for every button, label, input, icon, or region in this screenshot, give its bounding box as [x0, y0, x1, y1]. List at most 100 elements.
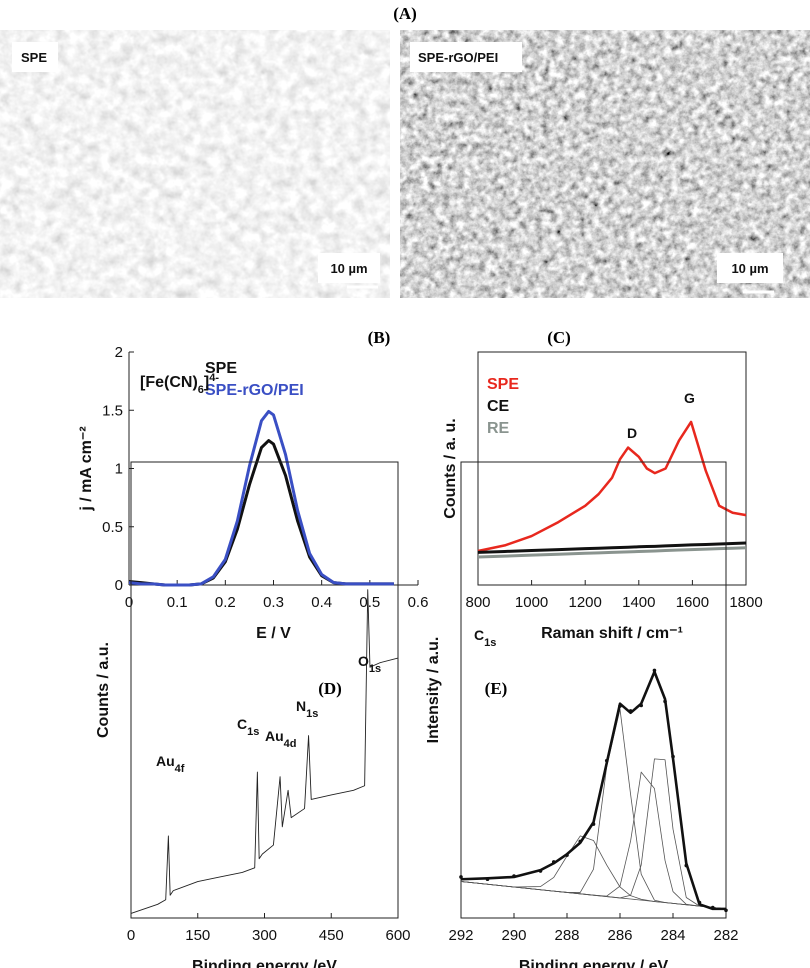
data-line — [477, 546, 747, 559]
peak-label-part: 1s — [306, 708, 318, 720]
label-box — [12, 42, 58, 72]
x-tick-label: 292 — [448, 927, 473, 944]
y-axis-label: Intensity / a.u. — [425, 637, 442, 744]
peak-label: Au4f — [156, 753, 185, 775]
peak-label-part: D — [627, 425, 637, 441]
x-tick-label: 150 — [185, 927, 210, 944]
image-label: SPE — [21, 50, 47, 65]
x-axis-label: Raman shift / cm⁻¹ — [541, 625, 683, 642]
x-tick-label: 286 — [607, 927, 632, 944]
peak-label: Au4d — [265, 728, 297, 750]
x-tick-label: 0.3 — [263, 594, 284, 611]
x-tick-label: 1600 — [676, 594, 709, 611]
label-box — [318, 253, 380, 283]
panel-title: (C) — [547, 328, 571, 347]
annotation: [Fe(CN)6]4- — [140, 372, 219, 396]
peak-label: C1s — [474, 627, 496, 649]
x-tick-label: 800 — [465, 594, 490, 611]
x-tick-label: 1800 — [729, 594, 762, 611]
data-line — [130, 589, 399, 914]
x-tick-label: 300 — [252, 927, 277, 944]
data-point — [538, 869, 543, 873]
legend-entry: RE — [487, 420, 510, 437]
peak-label-part: 4f — [175, 763, 185, 775]
panel-title: (A) — [393, 4, 417, 23]
peak-label-part: 1s — [484, 637, 496, 649]
x-tick-label: 290 — [501, 927, 526, 944]
peak-label: D — [627, 425, 637, 441]
peak-label: G — [684, 390, 695, 406]
data-line — [128, 409, 394, 587]
peak-label-part: Au — [265, 728, 284, 744]
data-point — [591, 822, 596, 826]
y-axis-label: Counts / a. u. — [442, 418, 459, 518]
annotation-part: 6 — [198, 384, 204, 396]
x-tick-label: 0.4 — [311, 594, 332, 611]
y-tick-label: 0 — [115, 577, 123, 594]
y-tick-label: 0.5 — [102, 519, 123, 536]
x-axis-label: Binding energy / eV — [519, 958, 669, 968]
x-tick-label: 0 — [127, 927, 135, 944]
annotation-part: ] — [204, 374, 209, 391]
annotation-part: [Fe(CN) — [140, 374, 198, 391]
peak-label-part: C — [237, 716, 247, 732]
plot-frame — [460, 461, 727, 919]
data-point — [459, 875, 463, 879]
peak-label-part: O — [358, 653, 369, 669]
data-point — [684, 863, 689, 868]
x-tick-label: 0.1 — [167, 594, 188, 611]
legend-entry: CE — [487, 398, 510, 415]
peak-label-part: Au — [156, 753, 175, 769]
x-tick-label: 0 — [125, 594, 133, 611]
data-point — [578, 839, 583, 844]
legend-entry: SPE — [487, 376, 519, 393]
peak-label-part: 4d — [284, 738, 297, 750]
label-box — [717, 253, 783, 283]
x-tick-label: 1400 — [622, 594, 655, 611]
peak-label-part: N — [296, 698, 306, 714]
data-line — [460, 758, 727, 910]
panel-title: (D) — [318, 679, 342, 698]
data-point — [618, 704, 622, 708]
x-tick-label: 450 — [319, 927, 344, 944]
panel-title: (B) — [368, 328, 391, 347]
data-point — [652, 668, 657, 673]
x-tick-label: 0.6 — [408, 594, 429, 611]
plot-frame — [130, 461, 399, 919]
data-point — [710, 905, 715, 910]
scale-label: 10 µm — [330, 261, 367, 276]
peak-label: N1s — [296, 698, 318, 720]
data-point — [565, 853, 569, 857]
scale-label: 10 µm — [731, 261, 768, 276]
y-tick-label: 2 — [115, 344, 123, 361]
peak-label-part: G — [684, 390, 695, 406]
y-axis-label: j / mA cm⁻² — [78, 426, 95, 511]
data-point — [604, 758, 609, 763]
peak-label-part: 1s — [247, 726, 259, 738]
peak-label-part: 1s — [369, 663, 381, 675]
y-tick-label: 1 — [115, 461, 123, 478]
x-tick-label: 0.2 — [215, 594, 236, 611]
legend-entry: SPE-rGO/PEI — [205, 382, 304, 399]
data-line — [477, 541, 747, 554]
legend-entry: SPE — [205, 360, 237, 377]
y-axis-label: Counts / a.u. — [95, 642, 112, 738]
peak-label: C1s — [237, 716, 259, 738]
data-point — [697, 900, 702, 905]
data-point — [639, 703, 643, 708]
data-point — [671, 754, 675, 759]
data-point — [512, 874, 516, 878]
data-point — [628, 709, 633, 713]
data-line — [477, 420, 747, 553]
data-point — [724, 908, 728, 913]
panel-title: (E) — [485, 679, 508, 698]
data-point — [663, 699, 667, 704]
annotation-part: 4- — [209, 372, 219, 384]
x-tick-label: 282 — [713, 927, 738, 944]
label-box — [410, 42, 522, 72]
x-axis-label: Binding energy /eV — [192, 958, 337, 968]
x-tick-label: 1200 — [569, 594, 602, 611]
x-tick-label: 284 — [660, 927, 685, 944]
data-point — [485, 877, 490, 882]
